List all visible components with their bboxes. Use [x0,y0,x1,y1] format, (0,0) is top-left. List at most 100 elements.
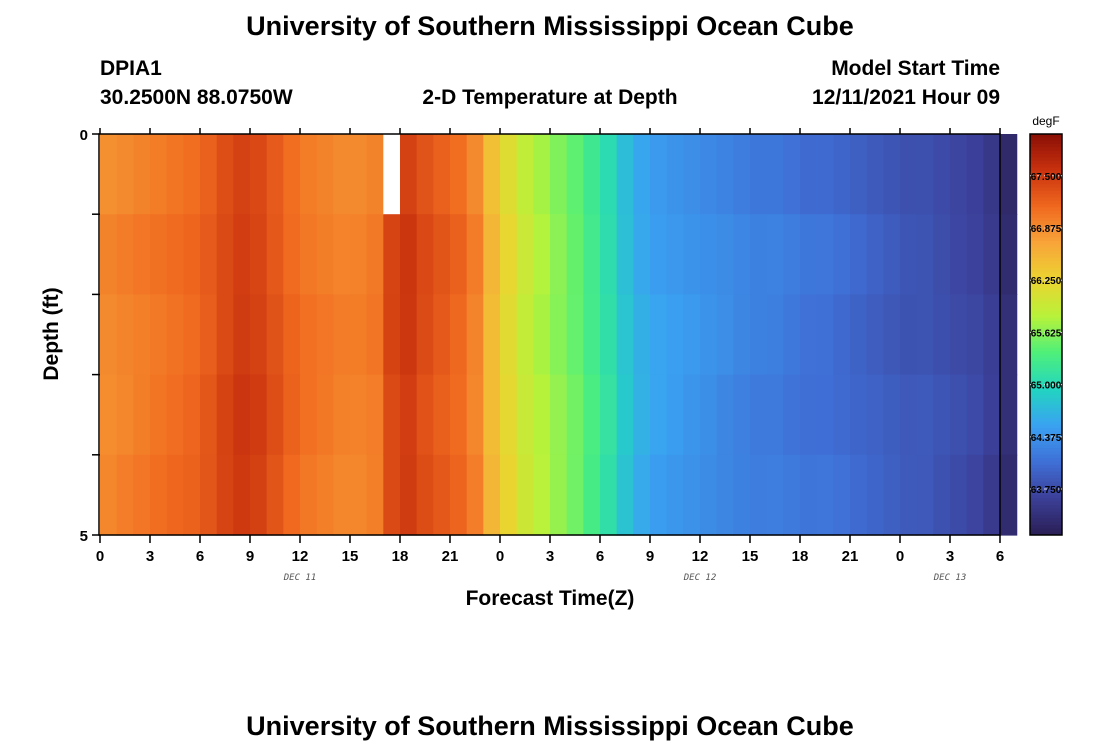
heatmap-cell [383,294,401,376]
heatmap-cell [366,214,384,295]
colorbar-segment [1030,197,1062,202]
colorbar-segment [1030,257,1062,262]
colorbar-segment [1030,210,1062,215]
heatmap-cell [266,134,284,215]
heatmap-cell [116,134,134,215]
heatmap-cell [150,454,168,536]
colorbar-label: 63.750 [1031,485,1062,496]
heatmap-cell [666,134,684,215]
colorbar-segment [1030,224,1062,229]
heatmap-cell [283,454,301,536]
colorbar-segment [1030,234,1062,239]
heatmap-cell [883,374,901,456]
colorbar-segment [1030,421,1062,426]
heatmap-cell [433,454,451,536]
colorbar-segment [1030,354,1062,359]
heatmap-cell [566,454,584,536]
colorbar-segment [1030,254,1062,259]
chart-subtitle: 2-D Temperature at Depth [422,86,677,109]
colorbar-label: 65.000 [1031,381,1062,392]
colorbar-segment [1030,237,1062,242]
colorbar-segment [1030,164,1062,168]
heatmap-cell [950,294,968,376]
heatmap-cell [516,214,534,295]
heatmap-cell [583,134,601,215]
heatmap-cell [783,374,801,456]
heatmap-cell [550,134,568,215]
heatmap-cell [300,134,318,215]
heatmap-cell [966,374,984,456]
station-id: DPIA1 [100,57,162,80]
heatmap-cell [950,454,968,536]
heatmap-cell [616,374,634,456]
heatmap-cell [333,374,351,456]
heatmap-cell [783,454,801,536]
colorbar-segment [1030,468,1062,473]
heatmap-cell [333,294,351,376]
heatmap-cell [416,454,434,536]
colorbar-segment [1030,334,1062,339]
colorbar-segment [1030,287,1062,292]
colorbar-segment [1030,177,1062,182]
x-tick-label: 6 [596,548,604,565]
heatmap-cell [300,454,318,536]
x-tick-label: 21 [842,548,859,565]
heatmap-cell [416,294,434,376]
heatmap-cell [916,294,934,376]
colorbar-segment [1030,247,1062,252]
heatmap-cell [700,374,718,456]
heatmap-cell [966,134,984,215]
colorbar-segment [1030,451,1062,456]
heatmap-cell [733,134,751,215]
heatmap-cell [900,294,918,376]
heatmap-cell [466,294,484,376]
x-tick-label: 0 [896,548,904,565]
heatmap-cell [816,214,834,295]
heatmap-cell [116,214,134,295]
heatmap-cell [1000,374,1018,456]
heatmap-cell [150,294,168,376]
heatmap-cell [783,134,801,215]
heatmap-cell [500,454,518,536]
heatmap-cell [966,214,984,295]
colorbar-segment [1030,484,1062,489]
heatmap-cell [233,134,251,215]
heatmap-cell [250,294,268,376]
colorbar-segment [1030,160,1062,165]
x-tick-label: 18 [792,548,809,565]
heatmap-cell [933,214,951,295]
colorbar-segment [1030,317,1062,322]
colorbar-segment [1030,217,1062,222]
heatmap-cell [516,134,534,215]
colorbar-segment [1030,454,1062,459]
heatmap-cell [233,454,251,536]
colorbar-segment [1030,184,1062,188]
heatmap-cell [366,374,384,456]
x-tick-label: 9 [646,548,654,565]
heatmap-cell [800,294,818,376]
heatmap-cell [350,454,368,536]
heatmap-cell [783,214,801,295]
x-tick-label: 3 [546,548,554,565]
colorbar-segment [1030,190,1062,195]
heatmap-cell [716,214,734,295]
heatmap-cell [133,454,151,536]
heatmap-cell [300,374,318,456]
heatmap-cell [650,454,668,536]
heatmap-cell [100,294,118,376]
colorbar-segment [1030,341,1062,346]
heatmap-cell [733,454,751,536]
heatmap-cell [200,214,218,295]
x-tick-label: 6 [196,548,204,565]
heatmap-cell [750,374,768,456]
heatmap-cell [666,214,684,295]
page-title: University of Southern Mississippi Ocean… [246,11,854,41]
heatmap-cell [333,214,351,295]
colorbar-label: 67.500 [1031,172,1062,183]
colorbar-segment [1030,394,1062,399]
heatmap-cell [466,454,484,536]
heatmap-cell [450,294,468,376]
y-tick-label: 5 [80,528,88,545]
x-tick-label: 21 [442,548,459,565]
colorbar-segment [1030,474,1062,479]
